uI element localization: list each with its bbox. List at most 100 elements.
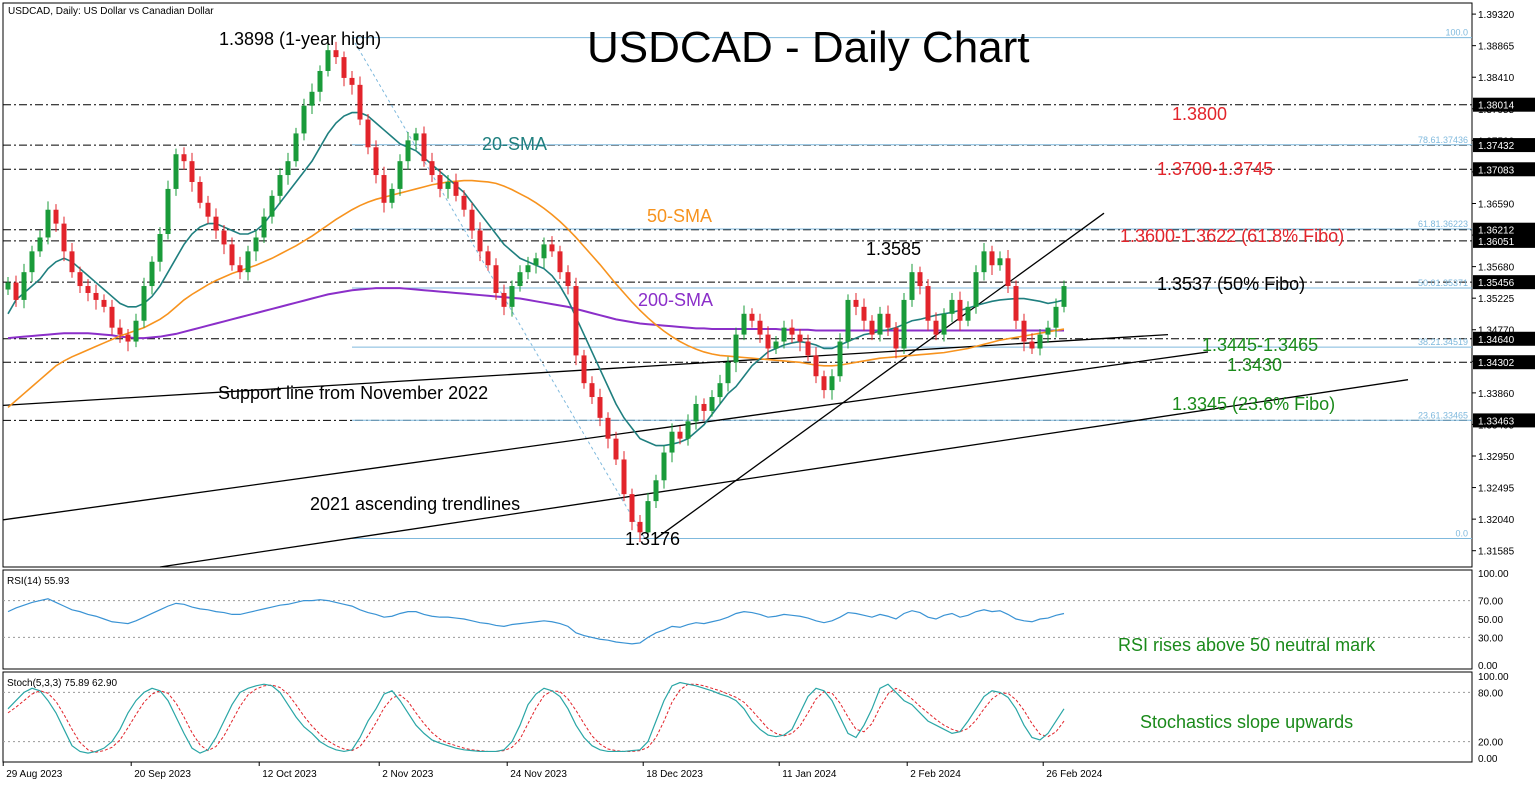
candle-body [517,272,523,287]
candle-body [909,272,915,300]
candle-body [277,175,283,196]
candle-body [541,244,547,259]
price-tick-label: 1.33860 [1478,389,1515,400]
candle-body [765,334,771,349]
candle-body [197,181,203,203]
candle-body [653,480,659,502]
candle-body [973,272,979,307]
candle-body [557,251,563,273]
price-tag [1473,331,1535,346]
candle-body [1045,327,1051,335]
candle-body [53,209,59,224]
price-tag-label: 1.37432 [1478,141,1515,152]
fib-label: 0.0 [1455,529,1468,539]
candle-body [117,327,123,335]
candle-body [445,181,451,189]
candle-body [1021,320,1027,342]
candle-body [253,237,259,252]
date-label: 29 Aug 2023 [6,769,63,780]
candle-body [685,421,691,439]
candle-body [861,306,867,321]
price-tick-label: 1.35225 [1478,294,1515,305]
candle-body [1061,286,1067,307]
sma50-line [7,179,1065,409]
price-tag-label: 1.36051 [1478,237,1515,248]
candle-body [37,237,43,252]
candle-body [461,195,467,210]
ascending-channel-line [655,212,1105,540]
candle-body [781,327,787,342]
candle-body [157,234,163,262]
symbol-label: USDCAD, Daily: US Dollar vs Canadian Dol… [8,6,214,17]
rsi-panel-frame [2,569,1473,670]
price-tick-label: 1.39320 [1478,10,1515,21]
price-tick-label: 1.36590 [1478,199,1515,210]
candle-body [165,188,171,235]
date-label: 18 Dec 2023 [646,769,703,780]
candle-body [341,57,347,78]
grid-layer [3,104,1472,421]
candle-body [565,272,571,287]
candle-body [333,50,339,58]
candle-body [501,292,507,307]
candle-body [629,494,635,522]
candle-body [837,341,843,377]
candle-body [821,376,827,391]
candle-body [1013,286,1019,321]
candle-body [85,286,91,293]
date-label: 2 Feb 2024 [910,769,961,780]
date-axis[interactable]: 29 Aug 2023 20 Sep 2023 12 Oct 2023 2 Nov 2… [2,762,1103,780]
candle-body [229,244,235,266]
candle-body [693,403,699,422]
rsi-tick-label: 0.00 [1478,661,1498,672]
candle-body [525,265,531,273]
price-tag [1473,162,1535,177]
price-tag [1473,355,1535,370]
label-support-line: Support line from November 2022 [218,383,488,403]
candle-body [805,341,811,356]
candle-body [957,299,963,321]
candle-body [317,70,323,92]
fib-label: 61.81.36223 [1418,219,1468,229]
candle-body [213,216,219,231]
candle-body [829,376,835,391]
stoch-tick-label: 80.00 [1478,688,1503,699]
stoch-tick-label: 20.00 [1478,738,1503,749]
rsi-tick-label: 30.00 [1478,633,1503,644]
rsi-tick-label: 50.00 [1478,615,1503,626]
candle-body [245,251,251,273]
candle-body [725,362,731,384]
candle-body [413,133,419,141]
candle-body [149,261,155,287]
price-tag [1473,97,1535,112]
candle-body [189,161,195,182]
annotation-r2: 1.3700-1.3745 [1157,159,1273,179]
candle-body [5,282,11,290]
candle-body [205,202,211,217]
annotation-r1: 1.3800 [1172,104,1227,124]
candle-body [853,299,859,307]
chart-title: USDCAD - Daily Chart [587,23,1030,72]
candle-body [221,230,227,245]
candle-body [573,286,579,356]
candle-body [885,313,891,328]
price-tag-label: 1.34302 [1478,358,1515,369]
stoch-main-line [7,681,1065,754]
price-tag-label: 1.33463 [1478,416,1515,427]
rsi-line [7,598,1065,645]
date-label: 2 Nov 2023 [382,769,434,780]
candle-body [733,334,739,363]
price-tag-label: 1.38014 [1478,101,1515,112]
price-tick-label: 1.32950 [1478,452,1515,463]
candle-body [141,286,147,321]
candle-body [77,272,83,287]
price-axis[interactable]: 1.393201.388651.384101.379551.375001.370… [1472,10,1535,765]
annotation-s1: 1.3445-1.3465 [1202,335,1318,355]
candle-body [485,251,491,266]
price-tick-label: 1.38865 [1478,42,1515,53]
stoch-tick-label: 0.00 [1478,754,1498,765]
candle-body [989,251,995,266]
candle-body [797,334,803,342]
